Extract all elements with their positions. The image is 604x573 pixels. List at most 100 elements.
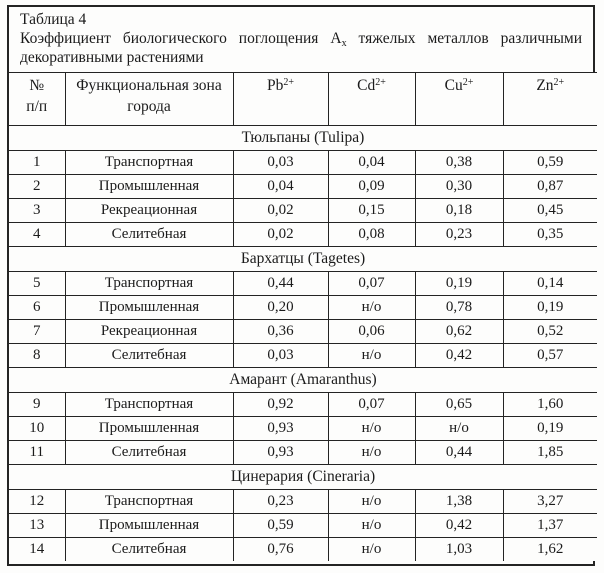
table-row: 8 Селитебная 0,03 н/о 0,42 0,57	[9, 343, 597, 368]
title-text-after-sub: тяжелых металлов различными	[346, 30, 583, 47]
cell-pb: 0,36	[232, 319, 329, 344]
table-row: 10 Промышленная 0,93 н/о н/о 0,19	[9, 416, 597, 441]
cell-cu: 0,18	[414, 198, 504, 223]
cell-zn: 0,19	[502, 416, 597, 441]
cell-cd: н/о	[327, 513, 416, 538]
cell-cd: н/о	[327, 440, 416, 465]
cell-num: 5	[9, 271, 66, 296]
cell-zone: Селитебная	[64, 440, 234, 465]
cell-cd: 0,08	[327, 222, 416, 247]
cell-pb: 0,03	[232, 150, 329, 175]
cell-cd: 0,07	[327, 392, 416, 417]
column-header-cu: Cu2+	[414, 72, 504, 126]
cell-num: 8	[9, 343, 66, 368]
metal-symbol-cd: Cd	[357, 77, 376, 94]
table-row: 2 Промышленная 0,04 0,09 0,30 0,87	[9, 174, 597, 199]
cell-zone: Рекреационная	[64, 198, 234, 223]
cell-zn: 0,59	[502, 150, 597, 175]
cell-num: 9	[9, 392, 66, 417]
cell-num: 10	[9, 416, 66, 441]
cell-num: 3	[9, 198, 66, 223]
cell-cd: н/о	[327, 343, 416, 368]
section-title: Тюльпаны (Tulipa)	[9, 125, 597, 151]
cell-zone: Промышленная	[64, 513, 234, 538]
cell-num: 13	[9, 513, 66, 538]
metal-charge-cd: 2+	[375, 77, 386, 88]
cell-num: 7	[9, 319, 66, 344]
cell-pb: 0,59	[232, 513, 329, 538]
cell-num: 14	[9, 537, 66, 561]
cell-cd: 0,04	[327, 150, 416, 175]
table-row: 6 Промышленная 0,20 н/о 0,78 0,19	[9, 295, 597, 320]
cell-zn: 0,14	[502, 271, 597, 296]
cell-zone: Транспортная	[64, 489, 234, 514]
cell-zn: 1,85	[502, 440, 597, 465]
cell-cu: н/о	[414, 416, 504, 441]
cell-zone: Селитебная	[64, 343, 234, 368]
cell-pb: 0,23	[232, 489, 329, 514]
column-header-num-line2: п/п	[26, 98, 48, 115]
cell-zone: Транспортная	[64, 150, 234, 175]
section-title: Амарант (Amaranthus)	[9, 367, 597, 393]
table-row: 5 Транспортная 0,44 0,07 0,19 0,14	[9, 271, 597, 296]
section-header-row: Тюльпаны (Tulipa)	[9, 125, 597, 151]
cell-zone: Транспортная	[64, 271, 234, 296]
cell-cd: н/о	[327, 537, 416, 561]
cell-zn: 3,27	[502, 489, 597, 514]
table-row: 14 Селитебная 0,76 н/о 1,03 1,62	[9, 537, 597, 561]
cell-pb: 0,92	[232, 392, 329, 417]
table-header-row: № п/п Функциональная зона города Pb2+ Cd…	[9, 72, 597, 126]
metal-charge-cu: 2+	[462, 77, 474, 88]
table-outer-frame: Таблица 4 Коэффициент биологического пог…	[7, 5, 597, 566]
cell-zone: Промышленная	[64, 295, 234, 320]
column-header-num-line1: №	[29, 77, 45, 94]
section-header-row: Цинерария (Cineraria)	[9, 464, 597, 490]
cell-cu: 0,19	[414, 271, 504, 296]
title-text-before-sub: Коэффициент биологического поглощения А	[20, 30, 342, 47]
cell-pb: 0,03	[232, 343, 329, 368]
cell-zone: Селитебная	[64, 222, 234, 247]
metal-charge-zn: 2+	[553, 77, 565, 88]
cell-num: 1	[9, 150, 66, 175]
cell-cu: 0,42	[414, 513, 504, 538]
cell-cd: 0,15	[327, 198, 416, 223]
cell-pb: 0,93	[232, 416, 329, 441]
cell-cu: 0,65	[414, 392, 504, 417]
cell-cu: 0,23	[414, 222, 504, 247]
column-header-zn: Zn2+	[502, 72, 597, 126]
table-row: 4 Селитебная 0,02 0,08 0,23 0,35	[9, 222, 597, 247]
table-body: Тюльпаны (Tulipa) 1 Транспортная 0,03 0,04 0,…	[9, 125, 597, 561]
table-title-line2: декоративными растениями	[20, 49, 204, 66]
cell-zone: Промышленная	[64, 416, 234, 441]
table-row: 13 Промышленная 0,59 н/о 0,42 1,37	[9, 513, 597, 538]
section-title: Цинерария (Cineraria)	[9, 464, 597, 490]
column-header-zone-line1: Функциональная зона	[76, 77, 222, 94]
cell-cd: н/о	[327, 416, 416, 441]
cell-zn: 0,52	[502, 319, 597, 344]
table-row: 7 Рекреационная 0,36 0,06 0,62 0,52	[9, 319, 597, 344]
cell-zn: 0,57	[502, 343, 597, 368]
cell-zn: 0,35	[502, 222, 597, 247]
cell-cu: 0,30	[414, 174, 504, 199]
cell-zn: 0,19	[502, 295, 597, 320]
cell-cu: 0,44	[414, 440, 504, 465]
cell-zn: 1,60	[502, 392, 597, 417]
cell-pb: 0,76	[232, 537, 329, 561]
cell-zone: Транспортная	[64, 392, 234, 417]
cell-num: 11	[9, 440, 66, 465]
cell-zn: 0,87	[502, 174, 597, 199]
cell-cd: н/о	[327, 489, 416, 514]
table-row: 3 Рекреационная 0,02 0,15 0,18 0,45	[9, 198, 597, 223]
metal-symbol-pb: Pb	[266, 77, 284, 94]
cell-pb: 0,20	[232, 295, 329, 320]
title-subscript-x: х	[341, 38, 347, 49]
column-header-cd: Cd2+	[327, 72, 416, 126]
column-header-row-number: № п/п	[9, 72, 66, 126]
cell-cu: 1,03	[414, 537, 504, 561]
cell-pb: 0,02	[232, 222, 329, 247]
absorption-coefficient-table: № п/п Функциональная зона города Pb2+ Cd…	[9, 72, 597, 561]
metal-symbol-zn: Zn	[536, 77, 554, 94]
table-caption-block: Таблица 4 Коэффициент биологического пог…	[9, 7, 593, 69]
cell-cu: 1,38	[414, 489, 504, 514]
cell-zone: Рекреационная	[64, 319, 234, 344]
